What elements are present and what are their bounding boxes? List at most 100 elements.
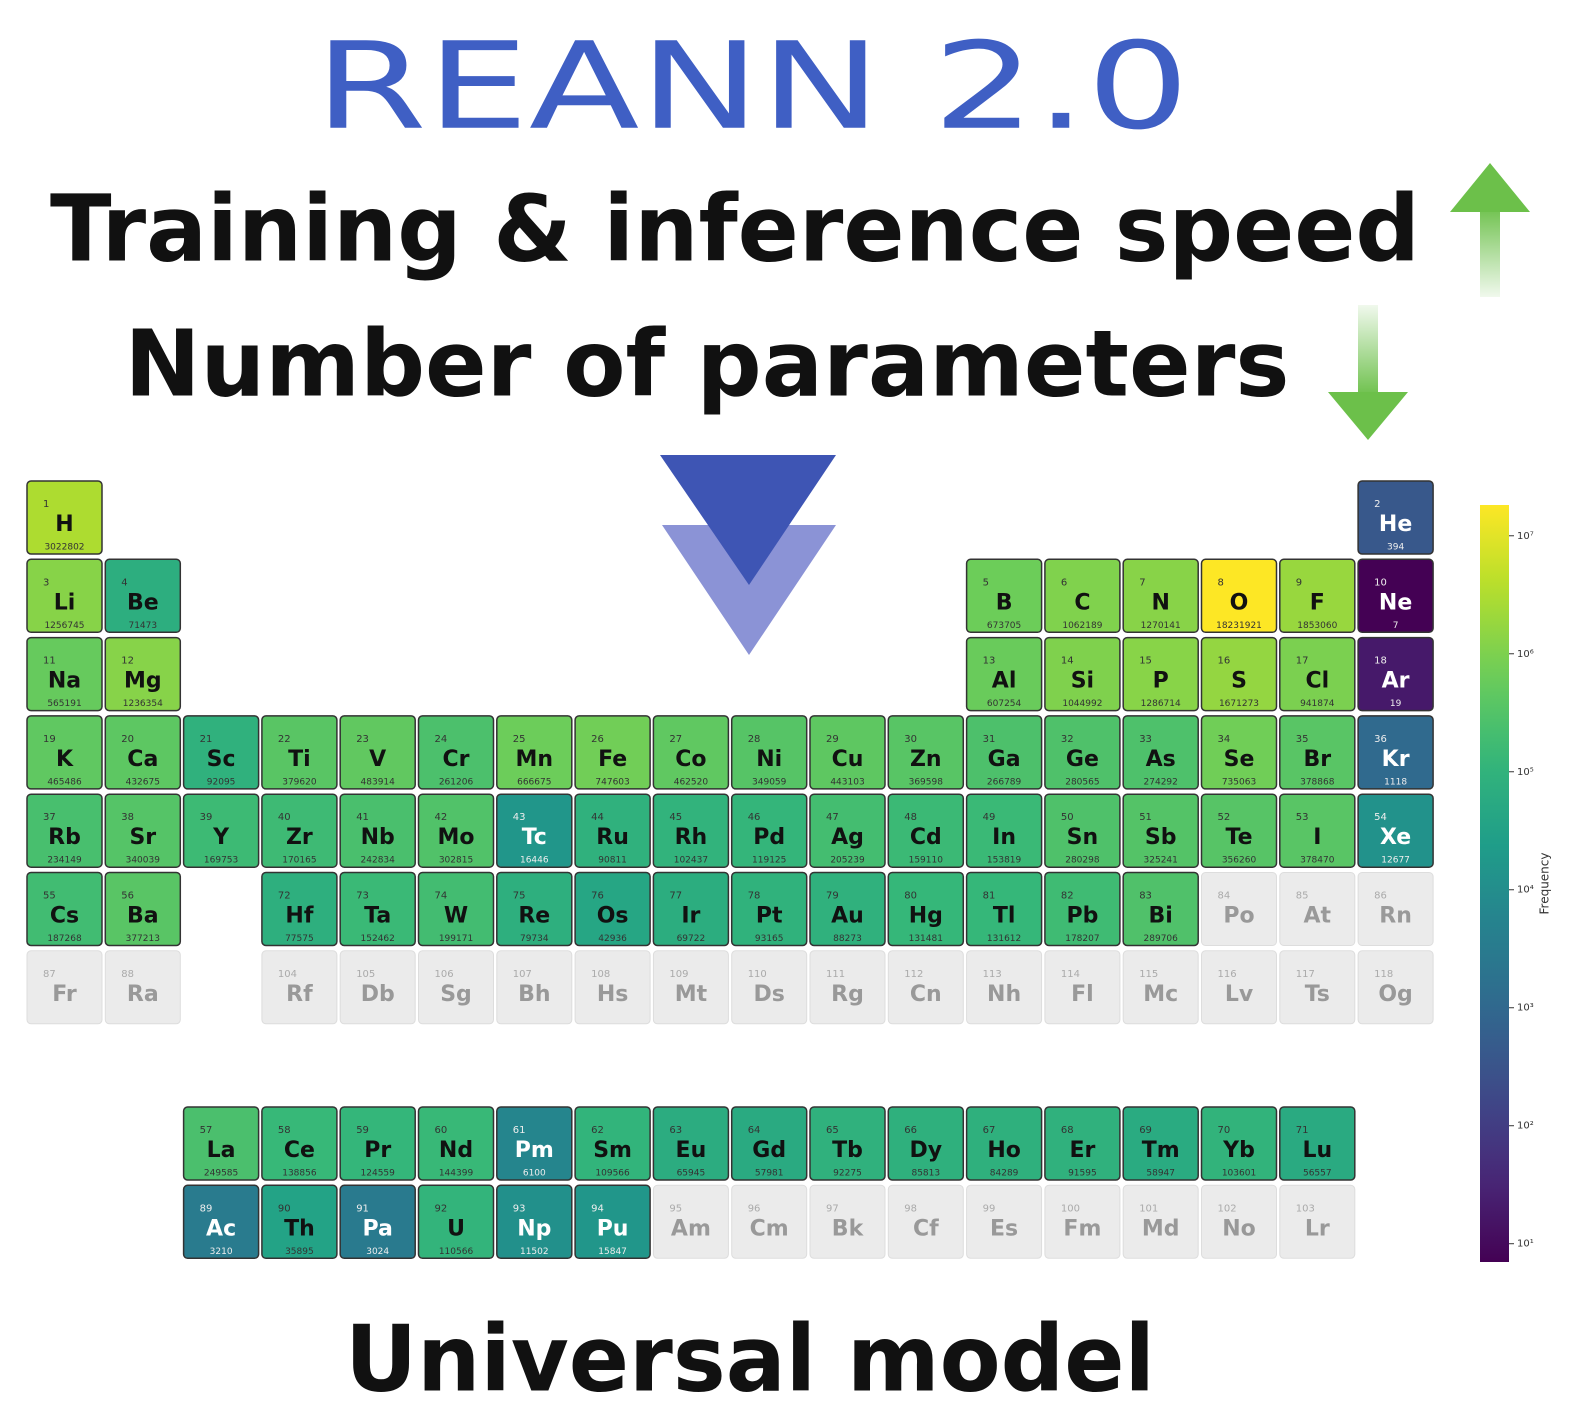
symbol: Fr (52, 982, 77, 1007)
count-label: 16446 (520, 856, 549, 866)
empty-cell (1044, 1184, 1121, 1259)
cell (887, 793, 965, 868)
atomic-number: 41 (356, 812, 369, 823)
symbol: Pd (753, 825, 785, 850)
element-cell: 3210 89 Ac (182, 1184, 260, 1260)
element-cell: 565191 11 Na (26, 636, 103, 712)
count-label: 187268 (47, 934, 82, 944)
symbol: Pt (756, 904, 783, 929)
symbol: Bk (832, 1216, 865, 1241)
atomic-number: 105 (356, 969, 375, 980)
symbol: Gd (752, 1138, 786, 1163)
symbol: Zr (286, 825, 313, 850)
cell (574, 793, 651, 868)
symbol: Lu (1302, 1138, 1332, 1163)
empty-cell (1201, 1184, 1277, 1259)
element-cell: 205239 47 Ag (809, 793, 886, 868)
element-cell: 369598 30 Zn (887, 715, 965, 790)
atomic-number: 88 (121, 969, 134, 980)
cell (261, 1106, 338, 1181)
symbol: In (992, 825, 1016, 850)
atomic-number: 114 (1061, 969, 1080, 980)
count-label: 19 (1390, 699, 1402, 709)
symbol: Sg (440, 982, 472, 1007)
atomic-number: 106 (435, 969, 454, 980)
periodic-table: 30228021H3942He12567453Li714734Be6737055… (26, 480, 1434, 1260)
symbol: Sm (593, 1138, 632, 1163)
element-cell: 18231921 8O (1200, 558, 1278, 634)
count-label: 340039 (126, 856, 161, 866)
element-cell: 483914 23V (339, 715, 416, 790)
count-label: 11502 (520, 1247, 549, 1257)
cell (965, 793, 1043, 868)
symbol: Te (1225, 825, 1252, 850)
atomic-number: 1 (43, 499, 49, 510)
count-label: 144399 (439, 1169, 474, 1179)
element-cell: 266789 31 Ga (965, 715, 1043, 790)
cell (887, 871, 965, 947)
cell (1122, 558, 1199, 634)
element-cell: 102437 45 Rh (652, 793, 730, 868)
cell (887, 1106, 965, 1181)
cell (261, 715, 338, 790)
cell (1122, 793, 1199, 868)
symbol: Cn (910, 982, 942, 1007)
symbol: Nb (361, 825, 395, 850)
symbol: Ti (288, 747, 311, 772)
element-cell: 35895 90 Th (261, 1184, 338, 1260)
element-cell: 666675 25 Mn (496, 715, 573, 790)
count-label: 432675 (126, 777, 160, 787)
count-label: 280298 (1065, 856, 1100, 866)
count-label: 15847 (598, 1247, 627, 1257)
element-cell: 109 Mt (652, 950, 729, 1025)
element-cell: 432675 20 Ca (104, 715, 182, 790)
count-label: 242834 (361, 856, 396, 866)
symbol: Pm (515, 1138, 554, 1163)
atomic-number: 62 (591, 1125, 604, 1136)
element-cell: 325241 51 Sb (1122, 793, 1199, 868)
cell (417, 1106, 495, 1181)
symbol: Pr (364, 1138, 391, 1163)
atomic-number: 19 (43, 734, 56, 745)
cell (652, 793, 730, 868)
count-label: 124559 (361, 1169, 396, 1179)
element-cell: 84 Po (1201, 872, 1277, 946)
count-label: 483914 (361, 777, 396, 787)
atomic-number: 103 (1296, 1203, 1315, 1214)
symbol: At (1304, 904, 1332, 929)
count-label: 673705 (987, 621, 1021, 631)
symbol: Hg (909, 904, 943, 929)
element-cell: 462520 27 Co (652, 715, 730, 790)
symbol: Au (831, 904, 864, 929)
count-label: 84289 (990, 1169, 1019, 1179)
symbol: La (207, 1138, 236, 1163)
atomic-number: 98 (904, 1203, 917, 1214)
count-label: 3022802 (44, 543, 84, 553)
symbol: Ga (988, 747, 1021, 772)
symbol: Pa (363, 1216, 393, 1241)
atomic-number: 96 (748, 1203, 761, 1214)
atomic-number: 51 (1139, 812, 1152, 823)
count-label: 56557 (1303, 1169, 1332, 1179)
cell (1279, 558, 1356, 634)
atomic-number: 22 (278, 734, 291, 745)
atomic-number: 74 (435, 891, 448, 902)
count-label: 302815 (439, 856, 473, 866)
symbol: Cd (910, 825, 942, 850)
count-label: 18231921 (1216, 621, 1262, 631)
cell (730, 793, 808, 868)
symbol: Er (1069, 1138, 1095, 1163)
count-label: 666675 (517, 777, 551, 787)
symbol: Eu (676, 1138, 707, 1163)
cell (1044, 1106, 1121, 1181)
symbol: He (1379, 512, 1412, 537)
atomic-number: 91 (356, 1203, 369, 1214)
cell (104, 636, 182, 712)
empty-cell (26, 950, 103, 1025)
cell (182, 1184, 260, 1260)
empty-cell (731, 1184, 808, 1259)
count-label: 169753 (204, 856, 238, 866)
symbol: Hs (597, 982, 629, 1007)
symbol: S (1231, 669, 1247, 694)
cell (417, 715, 495, 790)
